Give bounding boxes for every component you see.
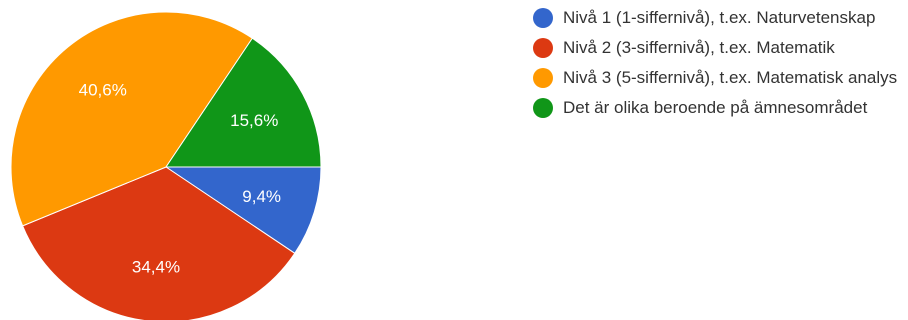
legend-item[interactable]: Det är olika beroende på ämnesområdet — [533, 96, 903, 120]
slice-label-1: 9,4% — [242, 187, 281, 206]
legend: Nivå 1 (1-siffernivå), t.ex. Naturvetens… — [533, 6, 903, 126]
legend-marker — [533, 38, 553, 58]
pie-slice-2[interactable] — [21, 166, 296, 320]
legend-item[interactable]: Nivå 3 (5-siffernivå), t.ex. Matematisk … — [533, 66, 903, 90]
pie-chart: 9,4% 34,4% 40,6% 15,6% — [10, 11, 322, 320]
legend-marker — [533, 98, 553, 118]
pie-slice-3[interactable] — [10, 11, 254, 227]
legend-label: Nivå 2 (3-siffernivå), t.ex. Matematik — [563, 38, 835, 57]
legend-label: Nivå 3 (5-siffernivå), t.ex. Matematisk … — [563, 68, 898, 87]
legend-item[interactable]: Nivå 1 (1-siffernivå), t.ex. Naturvetens… — [533, 6, 903, 30]
slice-label-2: 34,4% — [132, 257, 180, 276]
pie-slice-1[interactable] — [164, 166, 322, 255]
legend-label: Det är olika beroende på ämnesområdet — [563, 98, 868, 117]
legend-marker — [533, 68, 553, 88]
legend-marker — [533, 8, 553, 28]
slice-label-4: 15,6% — [230, 111, 278, 130]
legend-label: Nivå 1 (1-siffernivå), t.ex. Naturvetens… — [563, 8, 876, 27]
slice-label-3: 40,6% — [79, 81, 127, 100]
pie-slice-4[interactable] — [165, 37, 322, 168]
legend-item[interactable]: Nivå 2 (3-siffernivå), t.ex. Matematik — [533, 36, 903, 60]
